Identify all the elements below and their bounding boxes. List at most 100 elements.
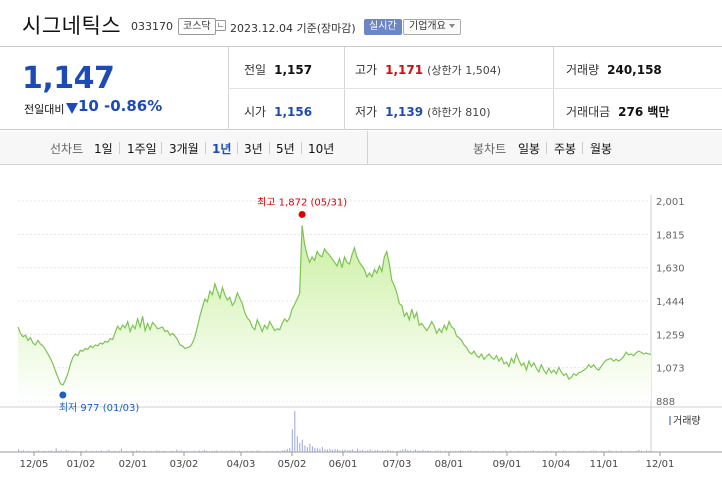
volume-bar [455,450,457,452]
open-value: 1,156 [274,105,313,119]
volume-bar [93,451,95,452]
volume-bar [615,450,617,452]
volume-bar [419,450,421,452]
tab-10-years[interactable]: 10년 [308,142,335,156]
volume-bar [618,451,620,452]
open-cell: 시가 1,156 [244,103,312,120]
volume-bar [563,450,565,452]
volume-bar [382,450,384,452]
volume-bar [256,450,258,452]
volume-bar [294,411,296,452]
volume-bar [548,451,549,452]
divider [237,142,238,154]
tab-daily-candle[interactable]: 일봉 [518,142,541,156]
volume-bar [269,451,271,452]
volume-bar [53,451,55,452]
tab-1-year[interactable]: 1년 [212,142,232,156]
low-annotation: 최저 977 (01/03) [59,402,140,414]
volume-bar [68,450,70,452]
divider [269,142,270,154]
volume-bar [392,450,394,452]
realtime-button[interactable]: 실시간 [364,19,402,35]
volume-bar [435,450,436,452]
stock-name: 시그네틱스 [22,14,122,38]
tab-3-years[interactable]: 3년 [244,142,263,156]
volume-bar [131,450,132,452]
market-badge: 코스닥 [178,18,216,35]
volume-bar [316,448,318,452]
volume-bar [261,451,263,452]
volume-bar [45,451,47,452]
volume-bar [512,451,514,452]
company-overview-dropdown[interactable]: 기업개요 [403,19,461,35]
volume-bar [196,451,198,452]
volume-bar [234,450,235,452]
x-tick-label: 08/01 [435,459,464,470]
volume-bar [580,451,582,452]
volume-bar [60,450,62,452]
tab-monthly-candle[interactable]: 월봉 [590,142,613,156]
volume-bar [646,450,647,452]
high-cell: 고가 1,171 (상한가 1,504) [355,61,501,78]
tab-3-months[interactable]: 3개월 [169,142,199,156]
chart-tabs: 선차트 1일 1주일 3개월 1년 3년 5년 10년 봉차트 일봉 주봉 월봉 [0,131,722,165]
volume-bar [613,451,615,452]
volume-bar [364,450,366,452]
volume-bar [427,450,429,452]
volume-bar [105,450,107,452]
volume-bar [417,450,419,452]
volume-bar [422,449,424,452]
volume-bar [598,451,600,452]
volume-bar [450,450,451,452]
volume-bar [176,449,178,452]
x-tick-label: 02/01 [119,459,148,470]
trade-value-label: 거래대금 [566,105,611,119]
y-tick-label: 1,073 [656,364,685,375]
stock-code: 033170 [131,20,173,33]
volume-bar [573,451,575,452]
volume-bar [301,439,303,452]
volume-bar [590,450,592,452]
volume-bar [334,449,336,452]
volume-bar [515,451,517,452]
volume-bar [75,451,77,452]
prev-close-cell: 전일 1,157 [244,61,312,78]
volume-bar [588,451,590,452]
tab-1-week[interactable]: 1주일 [127,142,157,156]
volume-bar [249,451,251,452]
volume-bar [123,451,125,452]
volume-bar [620,450,622,452]
volume-bar [236,451,238,452]
volume-bar [113,450,115,452]
volume-bar [397,450,399,452]
tab-1-day[interactable]: 1일 [94,142,113,156]
volume-bar [239,450,240,452]
prev-close-value: 1,157 [274,63,313,77]
volume-bar [33,451,35,452]
volume-bar [387,449,389,452]
price-area [18,225,651,401]
volume-bar [40,451,42,452]
volume-bar [186,450,188,452]
volume-bar [43,450,45,452]
volume-bar [141,451,143,452]
volume-bar [583,450,585,452]
volume-bar [246,450,248,452]
volume-bar [384,450,386,452]
volume-bar [178,450,180,452]
volume-bar [28,450,29,452]
volume-bar [502,451,504,452]
tab-5-years[interactable]: 5년 [276,142,295,156]
volume-bar [389,450,391,452]
volume-bar [399,450,401,452]
divider [301,142,302,154]
volume-bar [151,450,153,452]
volume-bar [349,449,351,452]
volume-bar [505,450,507,452]
x-tick-label: 09/01 [493,459,522,470]
volume-bar [136,450,138,452]
volume-bar [121,448,122,452]
volume-bar [98,451,100,452]
volume-bar [65,449,67,452]
tab-weekly-candle[interactable]: 주봉 [554,142,577,156]
